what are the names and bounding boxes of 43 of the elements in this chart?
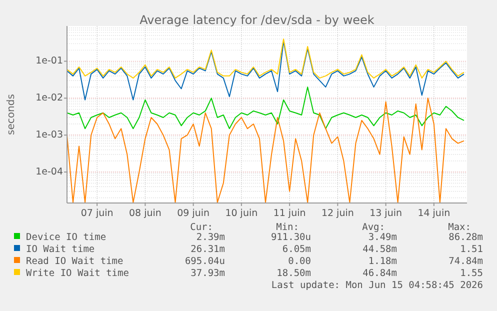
text: 695.04u: [184, 256, 225, 267]
y-tick-label: 1e-02: [36, 92, 63, 104]
text: Max:: [448, 222, 471, 233]
legend-label: Write IO Wait time: [26, 268, 130, 279]
line-series: [66, 86, 464, 130]
legend-label: Read IO Wait time: [26, 256, 124, 267]
y-tick-label: 1e-01: [36, 56, 63, 67]
text: Min:: [276, 222, 299, 233]
text: 86.28m: [448, 232, 484, 243]
text: 2.39m: [196, 232, 226, 243]
text: 37.93m: [190, 268, 226, 279]
text: 44.58m: [362, 244, 398, 255]
legend-label: Device IO time: [26, 232, 106, 243]
text: 18.50m: [276, 268, 312, 279]
text: 911.30u: [270, 232, 311, 243]
text: 6.05m: [282, 244, 312, 255]
text: 1.18m: [368, 256, 398, 267]
text: 26.31m: [190, 244, 226, 255]
text: 3.49m: [368, 232, 398, 243]
x-tick-label: 09 juin: [177, 208, 210, 219]
y-axis-title: seconds: [6, 94, 17, 135]
legend-label: IO Wait time: [26, 244, 95, 255]
text: 1.55: [460, 268, 483, 279]
text: Last update: Mon Jun 15 04:58:45 2026: [271, 280, 484, 291]
text: 1.51: [460, 244, 484, 255]
line-series: [66, 40, 464, 100]
text: Avg:: [362, 222, 385, 233]
x-tick-label: 07 juin: [80, 208, 114, 219]
y-tick-label: 1e-04: [36, 166, 63, 178]
x-tick-label: 11 juin: [273, 208, 306, 219]
y-tick-label: 1e-03: [36, 130, 63, 141]
chart-title: Average latency for /dev/sda - by week: [140, 13, 374, 27]
x-tick-label: 12 juin: [321, 208, 354, 219]
text: 74.84m: [448, 256, 484, 267]
text: 46.84m: [362, 268, 398, 279]
text: 0.00: [288, 256, 312, 267]
x-tick-label: 10 juin: [225, 208, 258, 219]
line-series: [66, 98, 464, 203]
x-tick-label: 13 juin: [370, 208, 402, 219]
text: Cur:: [190, 222, 213, 233]
x-tick-label: 08 juin: [128, 208, 162, 219]
x-tick-label: 14 juin: [418, 208, 450, 219]
line-series: [66, 38, 464, 79]
